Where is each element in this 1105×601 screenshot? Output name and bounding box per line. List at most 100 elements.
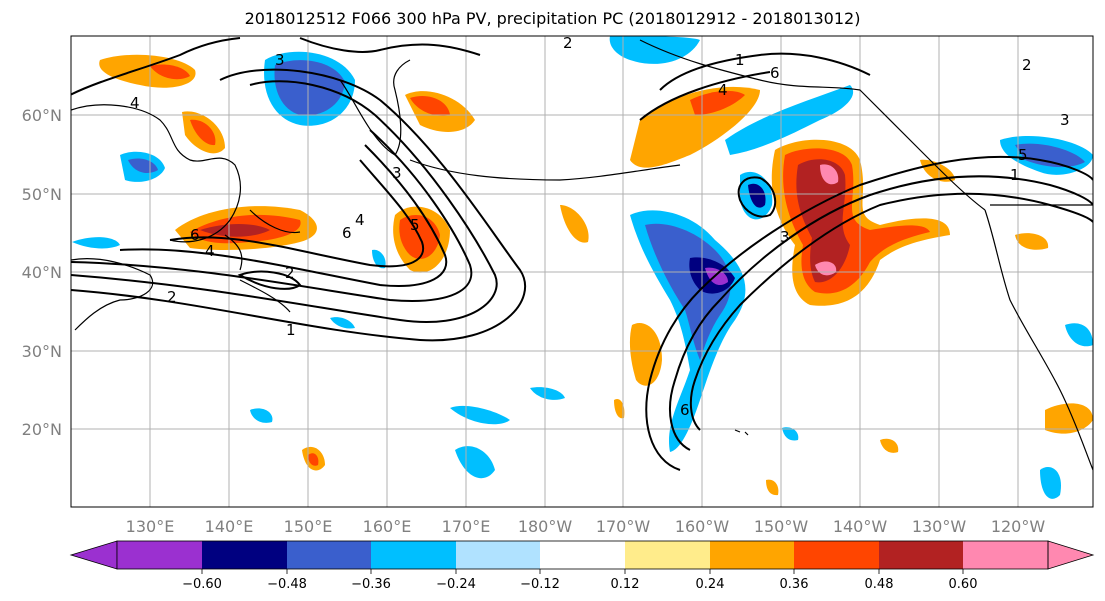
contour-label: 2 — [1022, 56, 1032, 74]
contour-label: 6 — [680, 401, 690, 419]
longitude-labels: 130°E 140°E 150°E 160°E 170°E 180°W 170°… — [126, 517, 1046, 536]
colorbar-segment — [794, 541, 879, 569]
colorbar-ticks — [201, 569, 964, 574]
lat-label-30n: 30°N — [22, 342, 62, 361]
shade-neg-15 — [372, 249, 386, 269]
shade-neg-4b — [748, 183, 766, 208]
lat-label-50n: 50°N — [22, 185, 62, 204]
lon-label: 170°W — [596, 517, 651, 536]
colorbar: −0.60 −0.48 −0.36 −0.24 −0.12 0.12 0.24 … — [69, 540, 1095, 592]
colorbar-segment — [117, 541, 202, 569]
contour-label: 6 — [190, 226, 200, 244]
colorbar-tick-label: −0.48 — [267, 577, 307, 592]
lon-label: 130°W — [912, 517, 967, 536]
colorbar-segment — [202, 541, 287, 569]
colorbar-segment — [540, 541, 625, 569]
shade-pos-14 — [880, 438, 899, 453]
shade-neg-12 — [1040, 467, 1061, 499]
shade-neg-11 — [250, 408, 273, 423]
lon-label: 180°W — [518, 517, 573, 536]
contour-label: 4 — [205, 242, 215, 260]
lon-label: 140°W — [833, 517, 888, 536]
shade-neg-16 — [782, 427, 799, 441]
shade-neg-9 — [455, 446, 495, 479]
lat-label-40n: 40°N — [22, 263, 62, 282]
contour-label: 6 — [342, 224, 352, 242]
shade-neg-13 — [1065, 323, 1093, 347]
shade-pos-3c — [200, 224, 270, 237]
coast-kamchatka — [339, 59, 411, 156]
shade-neg-7 — [609, 36, 700, 64]
contour-label: 2 — [563, 34, 573, 52]
shade-pos-9 — [560, 205, 589, 243]
colorbar-tick-label: −0.60 — [182, 577, 222, 592]
shade-pos-12b — [308, 453, 319, 466]
shade-pos-1b — [150, 64, 190, 80]
colorbar-segment — [963, 541, 1048, 569]
lon-label: 130°E — [126, 517, 175, 536]
pv-contours — [71, 37, 1093, 471]
lat-label-60n: 60°N — [22, 106, 62, 125]
shade-neg-14 — [330, 317, 355, 329]
lon-label: 150°E — [284, 517, 333, 536]
contour-label: 3 — [392, 164, 402, 182]
shade-pos-1 — [99, 54, 196, 88]
lon-label: 120°W — [991, 517, 1046, 536]
coast-asia — [71, 104, 242, 331]
contour-label: 1 — [1010, 166, 1020, 184]
colorbar-tick-label: −0.12 — [520, 577, 560, 592]
shade-pos-10 — [1015, 233, 1049, 250]
contour-label: 4 — [718, 81, 728, 99]
shade-neg-6b — [1015, 143, 1085, 168]
contour-label: 2 — [285, 264, 295, 282]
coast-hawaii — [734, 429, 749, 436]
colorbar-outline — [116, 540, 1049, 570]
map-border — [70, 35, 1094, 508]
precip-shading — [72, 36, 1093, 499]
shade-neg-10 — [530, 387, 565, 400]
colorbar-tick-label: 0.48 — [865, 577, 894, 592]
colorbar-segment — [371, 541, 456, 569]
colorbar-arrow-right — [1047, 540, 1095, 570]
colorbar-tick-label: 0.24 — [696, 577, 725, 592]
shade-neg-3b — [645, 223, 731, 360]
contour-label: 4 — [130, 94, 140, 112]
shade-neg-17 — [72, 237, 120, 249]
lon-label: 170°E — [442, 517, 491, 536]
contour-label: 1 — [735, 51, 745, 69]
shade-pos-6b — [690, 90, 745, 115]
shade-pos-11 — [1045, 403, 1093, 434]
shade-pos-4b — [410, 95, 450, 116]
contour-label: 3 — [275, 51, 285, 69]
colorbar-segment — [456, 541, 540, 569]
lon-label: 160°E — [363, 517, 412, 536]
colorbar-tick-label: 0.36 — [780, 577, 809, 592]
coast-namerica — [984, 209, 1093, 471]
lon-label: 160°W — [675, 517, 730, 536]
shade-pos-16 — [614, 398, 625, 419]
lat-label-20n: 20°N — [22, 420, 62, 439]
contour-label: 5 — [410, 216, 420, 234]
contour-label: 6 — [770, 64, 780, 82]
colorbar-segment — [710, 541, 794, 569]
shade-pos-7c — [796, 159, 850, 283]
map-title: 2018012512 F066 300 hPa PV, precipitatio… — [244, 9, 861, 28]
lon-label: 140°E — [205, 517, 254, 536]
colorbar-segment — [625, 541, 710, 569]
colorbar-segment — [287, 541, 371, 569]
colorbar-tick-label: 0.12 — [611, 577, 640, 592]
contour-label: 5 — [1018, 146, 1028, 164]
shade-pos-7d — [820, 164, 839, 185]
colorbar-segment — [879, 541, 963, 569]
shade-pos-15 — [766, 479, 779, 496]
colorbar-arrow-left — [69, 540, 118, 570]
shade-pos-6 — [630, 86, 760, 168]
contour-label: 4 — [355, 211, 365, 229]
lon-label: 150°W — [754, 517, 809, 536]
contour-label: 3 — [1060, 111, 1070, 129]
latitude-labels: 60°N 50°N 40°N 30°N 20°N — [22, 106, 62, 439]
colorbar-tick-label: −0.36 — [351, 577, 391, 592]
contour-label: 1 — [286, 321, 296, 339]
shade-pos-2b — [190, 119, 216, 146]
